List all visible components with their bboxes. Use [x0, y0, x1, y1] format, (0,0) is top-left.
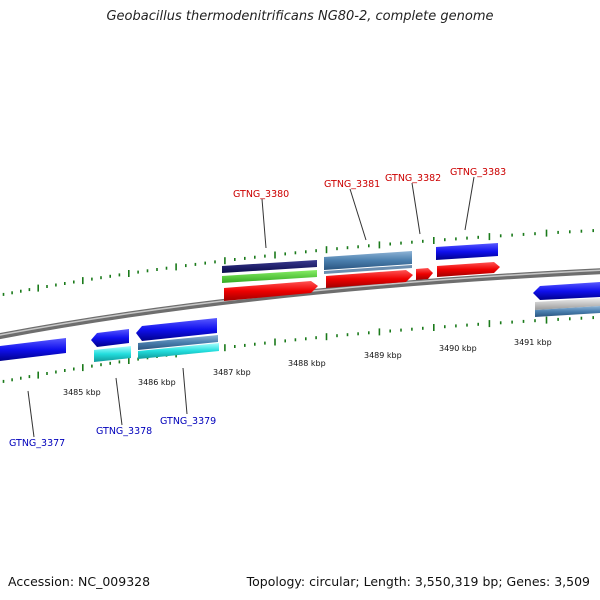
feature-cyan-3378[interactable]	[94, 346, 131, 362]
inner-tick-track	[2, 316, 595, 383]
kbp-label-3491: 3491 kbp	[514, 338, 552, 347]
gene-arrow-gtng-3378[interactable]	[91, 329, 129, 347]
feature-blue-3383[interactable]	[436, 243, 498, 260]
leader-lines	[27, 176, 475, 438]
gene-arrow-gtng-3383[interactable]	[437, 262, 500, 277]
kbp-label-3485: 3485 kbp	[63, 388, 101, 397]
gene-label-gtng-3380[interactable]: GTNG_3380	[233, 189, 289, 200]
feature-cyan-3379[interactable]	[138, 343, 219, 359]
gene-label-gtng-3383[interactable]: GTNG_3383	[450, 167, 506, 178]
gene-arrow-gtng-3382[interactable]	[416, 268, 433, 280]
accession-text: Accession: NC_009328	[8, 574, 151, 589]
feature-steel-3379[interactable]	[138, 335, 218, 350]
gene-arrow-gtng-3381[interactable]	[326, 270, 413, 288]
kbp-label-3488: 3488 kbp	[288, 359, 326, 368]
topology-text: Topology: circular; Length: 3,550,319 bp…	[246, 574, 590, 589]
feature-green-3380[interactable]	[222, 270, 317, 283]
kbp-label-3489: 3489 kbp	[364, 351, 402, 360]
kbp-label-3490: 3490 kbp	[439, 344, 477, 353]
gene-label-gtng-3381[interactable]: GTNG_3381	[324, 179, 380, 190]
kbp-label-3486: 3486 kbp	[138, 378, 176, 387]
outer-tick-track	[2, 229, 595, 296]
kbp-label-3487: 3487 kbp	[213, 368, 251, 377]
gene-label-gtng-3379[interactable]: GTNG_3379	[160, 416, 216, 427]
gene-arrow-right-edge[interactable]	[533, 282, 600, 300]
feature-navy-3380[interactable]	[222, 260, 317, 273]
feature-steel-3381[interactable]	[324, 251, 412, 270]
genome-backbone	[0, 268, 600, 340]
gene-label-gtng-3382[interactable]: GTNG_3382	[385, 173, 441, 184]
gene-arrow-gtng-3380[interactable]	[224, 281, 318, 301]
gene-arrow-gtng-3379[interactable]	[136, 318, 217, 341]
gene-arrow-gtng-3377[interactable]	[0, 338, 66, 361]
feature-steel-right-edge[interactable]	[535, 306, 600, 317]
gene-label-gtng-3377[interactable]: GTNG_3377	[9, 438, 65, 449]
feature-steel-3381-b[interactable]	[324, 265, 412, 274]
gene-label-gtng-3378[interactable]: GTNG_3378	[96, 426, 152, 437]
genome-backbone-highlight	[0, 269, 600, 336]
genome-title: Geobacillus thermodenitrificans NG80-2, …	[106, 9, 494, 24]
